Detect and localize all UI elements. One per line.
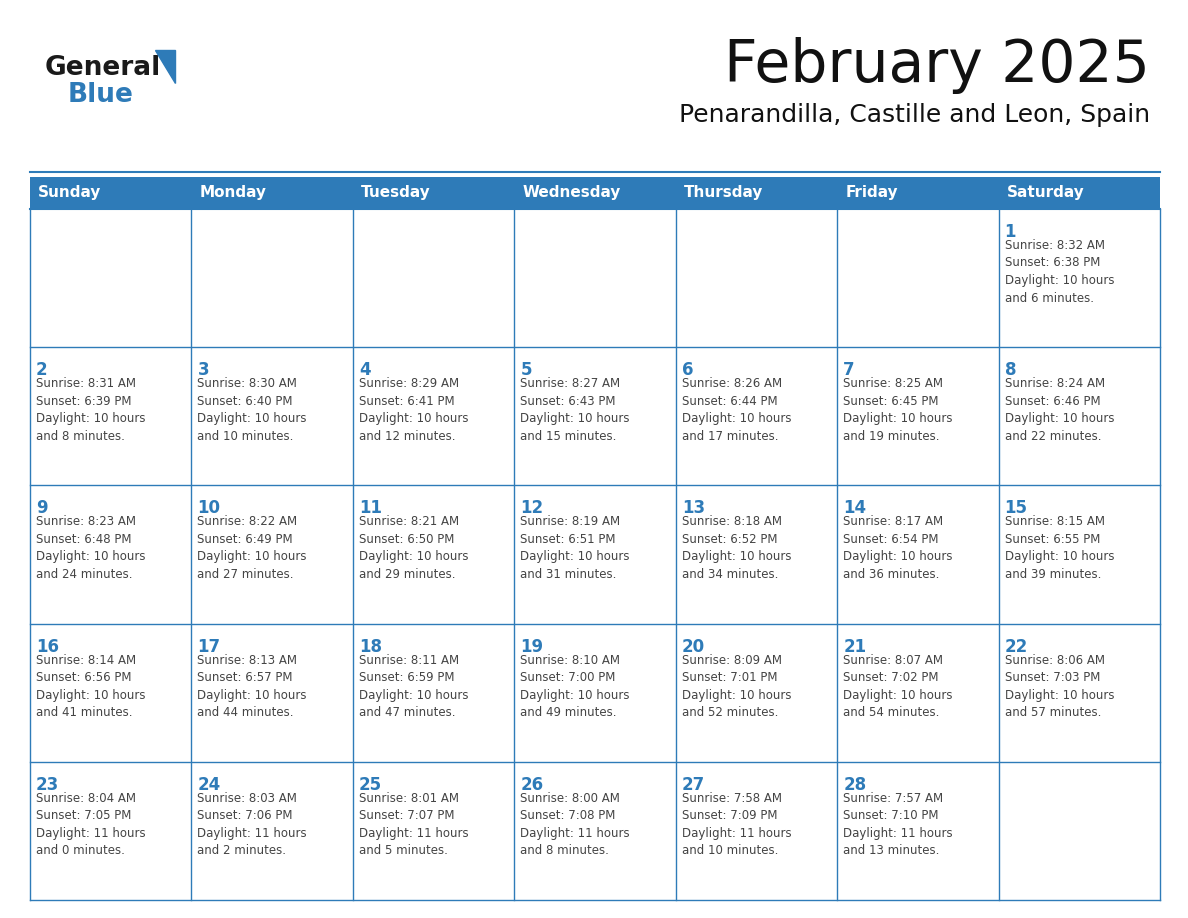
- Text: 12: 12: [520, 499, 543, 518]
- Text: 7: 7: [843, 361, 855, 379]
- FancyBboxPatch shape: [30, 177, 1159, 209]
- Text: 24: 24: [197, 776, 221, 794]
- Text: General: General: [45, 55, 162, 81]
- Text: Monday: Monday: [200, 185, 266, 200]
- Text: 10: 10: [197, 499, 221, 518]
- Text: 23: 23: [36, 776, 59, 794]
- Text: 20: 20: [682, 638, 704, 655]
- Text: Sunrise: 8:04 AM
Sunset: 7:05 PM
Daylight: 11 hours
and 0 minutes.: Sunrise: 8:04 AM Sunset: 7:05 PM Dayligh…: [36, 792, 146, 857]
- Text: 6: 6: [682, 361, 694, 379]
- Text: Sunrise: 8:07 AM
Sunset: 7:02 PM
Daylight: 10 hours
and 54 minutes.: Sunrise: 8:07 AM Sunset: 7:02 PM Dayligh…: [843, 654, 953, 719]
- Text: Sunrise: 8:03 AM
Sunset: 7:06 PM
Daylight: 11 hours
and 2 minutes.: Sunrise: 8:03 AM Sunset: 7:06 PM Dayligh…: [197, 792, 307, 857]
- Text: Sunrise: 8:19 AM
Sunset: 6:51 PM
Daylight: 10 hours
and 31 minutes.: Sunrise: 8:19 AM Sunset: 6:51 PM Dayligh…: [520, 515, 630, 581]
- Text: 27: 27: [682, 776, 704, 794]
- Text: Sunrise: 8:11 AM
Sunset: 6:59 PM
Daylight: 10 hours
and 47 minutes.: Sunrise: 8:11 AM Sunset: 6:59 PM Dayligh…: [359, 654, 468, 719]
- Text: Sunday: Sunday: [38, 185, 101, 200]
- Text: Sunrise: 8:00 AM
Sunset: 7:08 PM
Daylight: 11 hours
and 8 minutes.: Sunrise: 8:00 AM Sunset: 7:08 PM Dayligh…: [520, 792, 630, 857]
- Text: Sunrise: 8:32 AM
Sunset: 6:38 PM
Daylight: 10 hours
and 6 minutes.: Sunrise: 8:32 AM Sunset: 6:38 PM Dayligh…: [1005, 239, 1114, 305]
- Text: 25: 25: [359, 776, 383, 794]
- Text: February 2025: February 2025: [725, 37, 1150, 94]
- Text: Sunrise: 7:57 AM
Sunset: 7:10 PM
Daylight: 11 hours
and 13 minutes.: Sunrise: 7:57 AM Sunset: 7:10 PM Dayligh…: [843, 792, 953, 857]
- Text: Sunrise: 8:27 AM
Sunset: 6:43 PM
Daylight: 10 hours
and 15 minutes.: Sunrise: 8:27 AM Sunset: 6:43 PM Dayligh…: [520, 377, 630, 442]
- Text: Sunrise: 8:17 AM
Sunset: 6:54 PM
Daylight: 10 hours
and 36 minutes.: Sunrise: 8:17 AM Sunset: 6:54 PM Dayligh…: [843, 515, 953, 581]
- Text: 16: 16: [36, 638, 59, 655]
- Text: 8: 8: [1005, 361, 1016, 379]
- Text: Friday: Friday: [845, 185, 898, 200]
- Text: 9: 9: [36, 499, 48, 518]
- Text: Thursday: Thursday: [684, 185, 763, 200]
- Text: Sunrise: 8:18 AM
Sunset: 6:52 PM
Daylight: 10 hours
and 34 minutes.: Sunrise: 8:18 AM Sunset: 6:52 PM Dayligh…: [682, 515, 791, 581]
- Text: 13: 13: [682, 499, 704, 518]
- Text: Sunrise: 8:22 AM
Sunset: 6:49 PM
Daylight: 10 hours
and 27 minutes.: Sunrise: 8:22 AM Sunset: 6:49 PM Dayligh…: [197, 515, 307, 581]
- Text: Blue: Blue: [68, 82, 134, 108]
- Text: 28: 28: [843, 776, 866, 794]
- Text: 4: 4: [359, 361, 371, 379]
- Text: 3: 3: [197, 361, 209, 379]
- Text: Sunrise: 8:01 AM
Sunset: 7:07 PM
Daylight: 11 hours
and 5 minutes.: Sunrise: 8:01 AM Sunset: 7:07 PM Dayligh…: [359, 792, 468, 857]
- Text: Sunrise: 8:31 AM
Sunset: 6:39 PM
Daylight: 10 hours
and 8 minutes.: Sunrise: 8:31 AM Sunset: 6:39 PM Dayligh…: [36, 377, 145, 442]
- Text: Sunrise: 8:06 AM
Sunset: 7:03 PM
Daylight: 10 hours
and 57 minutes.: Sunrise: 8:06 AM Sunset: 7:03 PM Dayligh…: [1005, 654, 1114, 719]
- Text: 18: 18: [359, 638, 381, 655]
- Text: 17: 17: [197, 638, 221, 655]
- Text: 15: 15: [1005, 499, 1028, 518]
- Text: Saturday: Saturday: [1006, 185, 1085, 200]
- Text: 14: 14: [843, 499, 866, 518]
- Text: 11: 11: [359, 499, 381, 518]
- Text: Sunrise: 8:13 AM
Sunset: 6:57 PM
Daylight: 10 hours
and 44 minutes.: Sunrise: 8:13 AM Sunset: 6:57 PM Dayligh…: [197, 654, 307, 719]
- Text: 21: 21: [843, 638, 866, 655]
- Text: Sunrise: 8:23 AM
Sunset: 6:48 PM
Daylight: 10 hours
and 24 minutes.: Sunrise: 8:23 AM Sunset: 6:48 PM Dayligh…: [36, 515, 145, 581]
- Text: Sunrise: 8:25 AM
Sunset: 6:45 PM
Daylight: 10 hours
and 19 minutes.: Sunrise: 8:25 AM Sunset: 6:45 PM Dayligh…: [843, 377, 953, 442]
- Text: Sunrise: 8:30 AM
Sunset: 6:40 PM
Daylight: 10 hours
and 10 minutes.: Sunrise: 8:30 AM Sunset: 6:40 PM Dayligh…: [197, 377, 307, 442]
- Text: Sunrise: 8:29 AM
Sunset: 6:41 PM
Daylight: 10 hours
and 12 minutes.: Sunrise: 8:29 AM Sunset: 6:41 PM Dayligh…: [359, 377, 468, 442]
- Text: Sunrise: 8:24 AM
Sunset: 6:46 PM
Daylight: 10 hours
and 22 minutes.: Sunrise: 8:24 AM Sunset: 6:46 PM Dayligh…: [1005, 377, 1114, 442]
- Text: Sunrise: 8:10 AM
Sunset: 7:00 PM
Daylight: 10 hours
and 49 minutes.: Sunrise: 8:10 AM Sunset: 7:00 PM Dayligh…: [520, 654, 630, 719]
- Text: Sunrise: 8:21 AM
Sunset: 6:50 PM
Daylight: 10 hours
and 29 minutes.: Sunrise: 8:21 AM Sunset: 6:50 PM Dayligh…: [359, 515, 468, 581]
- Text: 26: 26: [520, 776, 543, 794]
- Text: 19: 19: [520, 638, 543, 655]
- Text: Sunrise: 8:15 AM
Sunset: 6:55 PM
Daylight: 10 hours
and 39 minutes.: Sunrise: 8:15 AM Sunset: 6:55 PM Dayligh…: [1005, 515, 1114, 581]
- Text: 1: 1: [1005, 223, 1016, 241]
- Polygon shape: [154, 50, 175, 83]
- Text: 2: 2: [36, 361, 48, 379]
- Text: Sunrise: 7:58 AM
Sunset: 7:09 PM
Daylight: 11 hours
and 10 minutes.: Sunrise: 7:58 AM Sunset: 7:09 PM Dayligh…: [682, 792, 791, 857]
- Text: Wednesday: Wednesday: [523, 185, 620, 200]
- Text: 5: 5: [520, 361, 532, 379]
- Text: Tuesday: Tuesday: [361, 185, 430, 200]
- Text: 22: 22: [1005, 638, 1028, 655]
- Text: Penarandilla, Castille and Leon, Spain: Penarandilla, Castille and Leon, Spain: [678, 103, 1150, 127]
- Text: Sunrise: 8:26 AM
Sunset: 6:44 PM
Daylight: 10 hours
and 17 minutes.: Sunrise: 8:26 AM Sunset: 6:44 PM Dayligh…: [682, 377, 791, 442]
- Text: Sunrise: 8:14 AM
Sunset: 6:56 PM
Daylight: 10 hours
and 41 minutes.: Sunrise: 8:14 AM Sunset: 6:56 PM Dayligh…: [36, 654, 145, 719]
- Text: Sunrise: 8:09 AM
Sunset: 7:01 PM
Daylight: 10 hours
and 52 minutes.: Sunrise: 8:09 AM Sunset: 7:01 PM Dayligh…: [682, 654, 791, 719]
